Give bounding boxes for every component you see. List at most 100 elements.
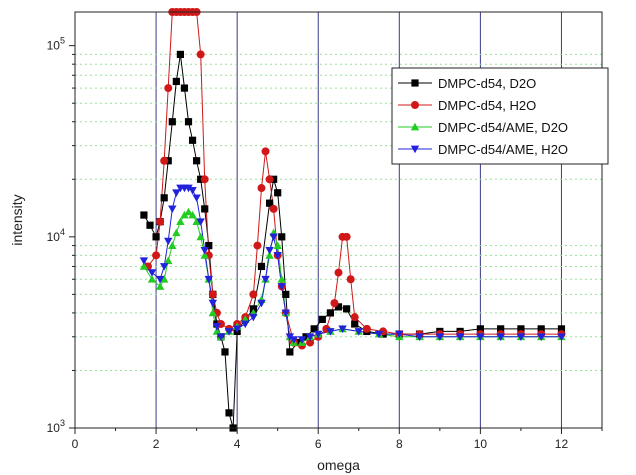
data-point (196, 218, 205, 226)
data-point (557, 325, 566, 333)
data-point (192, 217, 201, 226)
data-point (208, 299, 218, 308)
y-tick-label: 103 (47, 418, 65, 435)
data-point (557, 333, 566, 341)
data-point (168, 241, 177, 249)
data-point (160, 156, 169, 165)
data-point (326, 309, 334, 317)
data-point (294, 338, 302, 347)
legend-marker (411, 79, 419, 87)
data-point (338, 325, 347, 334)
data-point (212, 323, 222, 331)
data-point (139, 262, 149, 270)
data-point (205, 241, 213, 250)
data-point (176, 217, 185, 226)
data-point (196, 232, 205, 241)
data-point (168, 205, 177, 214)
data-point (354, 328, 363, 336)
data-point (152, 251, 161, 260)
data-point (455, 333, 465, 341)
data-point (155, 282, 165, 290)
data-point (196, 50, 205, 59)
data-point (152, 233, 160, 241)
data-point (164, 237, 173, 246)
data-point (273, 251, 282, 260)
data-point (172, 228, 181, 237)
data-point (216, 333, 226, 341)
data-point (225, 409, 233, 417)
x-tick-label: 12 (555, 437, 569, 451)
data-point (140, 211, 148, 219)
data-point (208, 308, 218, 317)
data-point (192, 194, 201, 203)
data-point (297, 336, 307, 344)
data-point (395, 330, 404, 339)
legend-marker (411, 101, 419, 109)
x-tick-label: 10 (474, 437, 488, 451)
data-point (159, 263, 169, 271)
x-tick-label: 0 (72, 437, 79, 451)
legend-item: DMPC-d54, H2O (398, 98, 536, 113)
data-point (282, 290, 290, 298)
data-point (351, 320, 359, 328)
data-point (193, 157, 201, 165)
data-point (146, 221, 154, 229)
data-point (326, 328, 335, 336)
data-point (241, 320, 250, 329)
data-point (415, 333, 424, 341)
data-point (147, 275, 157, 283)
data-point (517, 325, 525, 333)
data-point (342, 232, 351, 241)
data-point (277, 275, 286, 283)
data-point (265, 175, 274, 184)
data-point (334, 303, 343, 311)
data-point (168, 118, 176, 126)
x-tick-label: 6 (315, 437, 322, 451)
data-point (164, 157, 172, 165)
data-point (265, 199, 274, 207)
data-point (537, 325, 545, 333)
y-tick-label: 104 (47, 227, 65, 244)
data-point (516, 333, 526, 341)
data-point (476, 325, 484, 333)
data-point (188, 187, 197, 195)
data-point (261, 147, 270, 156)
data-point (310, 325, 318, 333)
data-point (314, 330, 323, 339)
data-point (497, 325, 505, 333)
data-point (172, 189, 181, 197)
data-point (180, 210, 189, 219)
data-point (306, 338, 315, 347)
series-points-1 (140, 50, 566, 432)
data-point (374, 330, 384, 339)
axis-ticks (69, 45, 603, 434)
data-point (188, 210, 197, 219)
data-point (232, 325, 242, 334)
data-point (212, 327, 222, 335)
legend-item: DMPC-d54, D2O (398, 76, 536, 91)
data-point (265, 246, 274, 255)
data-point (139, 257, 149, 265)
data-point (289, 336, 299, 344)
data-point (277, 283, 286, 291)
data-point (147, 269, 157, 277)
data-point (269, 204, 278, 213)
data-point (224, 328, 234, 336)
data-point (160, 194, 168, 202)
data-point (330, 299, 339, 308)
data-point (200, 251, 209, 259)
data-point (200, 175, 209, 184)
data-point (257, 262, 266, 271)
data-point (249, 290, 258, 299)
data-point (184, 184, 193, 193)
data-point (164, 256, 173, 265)
series-markers (139, 8, 566, 432)
x-tick-label: 2 (153, 437, 160, 451)
data-point (278, 233, 286, 241)
data-point (201, 205, 209, 213)
data-point (204, 275, 213, 284)
legend-label: DMPC-d54, D2O (438, 76, 536, 91)
data-point (184, 207, 193, 216)
data-point (302, 333, 310, 341)
data-point (159, 275, 169, 283)
